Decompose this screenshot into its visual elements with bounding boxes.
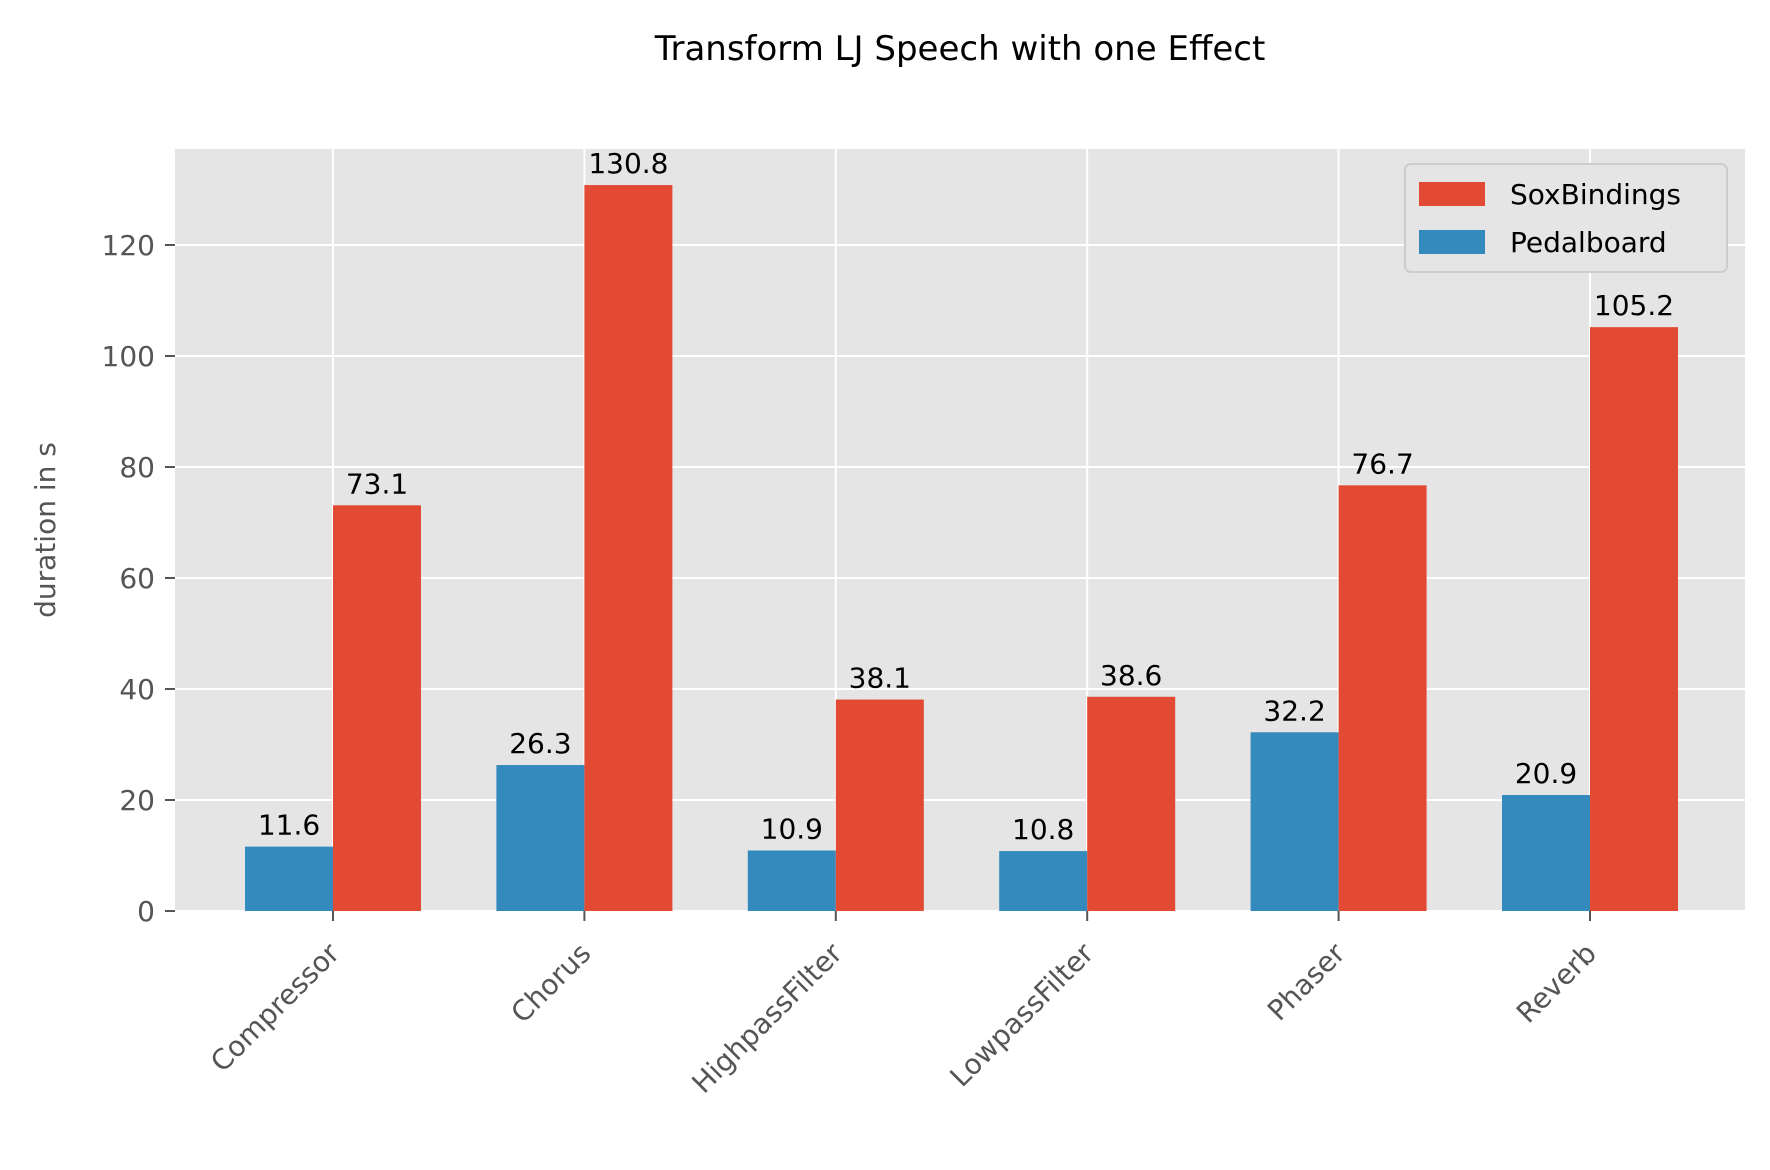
- y-tick-label: 100: [102, 340, 155, 373]
- y-tick-label: 120: [102, 229, 155, 262]
- data-label-pedalboard-highpassfilter: 10.9: [761, 813, 823, 846]
- bars: [245, 185, 1678, 912]
- legend-box: [1404, 163, 1728, 273]
- bar-pedalboard-chorus[interactable]: [496, 765, 585, 911]
- bar-pedalboard-reverb[interactable]: [1502, 795, 1590, 911]
- legend-swatch-pedalboard: [1419, 230, 1485, 254]
- y-tick-label: 20: [119, 784, 155, 817]
- legend-swatch-soxbindings: [1419, 182, 1485, 206]
- data-label-pedalboard-lowpassfilter: 10.8: [1012, 813, 1074, 846]
- bar-pedalboard-compressor[interactable]: [245, 846, 333, 911]
- x-axis: Compressor Chorus HighpassFilter LowpassFil…: [204, 911, 1603, 1100]
- data-label-soxbindings-chorus: 130.8: [588, 147, 668, 180]
- x-tick-label-highpassfilter: HighpassFilter: [686, 936, 850, 1100]
- y-axis-label: duration in s: [29, 442, 62, 618]
- y-axis: 0 20 40 60 80 100 120: [102, 229, 175, 928]
- bar-soxbindings-highpassfilter[interactable]: [835, 699, 924, 911]
- y-tick-label: 0: [137, 895, 155, 928]
- data-label-pedalboard-chorus: 26.3: [509, 727, 571, 760]
- x-tick-label-lowpassfilter: LowpassFilter: [943, 936, 1100, 1093]
- y-tick-label: 40: [119, 673, 155, 706]
- y-tick-label: 60: [119, 562, 155, 595]
- x-tick-label-phaser: Phaser: [1261, 936, 1352, 1027]
- chart-title: Transform LJ Speech with one Effect: [654, 29, 1266, 69]
- bar-soxbindings-lowpassfilter[interactable]: [1087, 696, 1176, 911]
- data-label-soxbindings-reverb: 105.2: [1594, 289, 1674, 322]
- bar-soxbindings-chorus[interactable]: [584, 185, 673, 912]
- x-tick-label-chorus: Chorus: [505, 937, 598, 1030]
- data-labels: 11.6 26.3 10.9 10.8 32.2 20.9 73.1 130.8 38.1 38.…: [258, 147, 1674, 846]
- bar-soxbindings-compressor[interactable]: [333, 505, 421, 911]
- data-label-pedalboard-reverb: 20.9: [1515, 757, 1577, 790]
- legend-label-pedalboard: Pedalboard: [1510, 226, 1667, 259]
- bar-pedalboard-highpassfilter[interactable]: [747, 850, 836, 911]
- bar-soxbindings-phaser[interactable]: [1338, 485, 1427, 911]
- x-tick-label-reverb: Reverb: [1510, 937, 1603, 1030]
- data-label-soxbindings-phaser: 76.7: [1351, 447, 1413, 480]
- legend[interactable]: SoxBindings Pedalboard: [1404, 163, 1728, 273]
- bar-pedalboard-phaser[interactable]: [1250, 732, 1339, 911]
- legend-label-soxbindings: SoxBindings: [1510, 178, 1681, 211]
- bar-soxbindings-reverb[interactable]: [1590, 327, 1678, 911]
- data-label-pedalboard-phaser: 32.2: [1263, 694, 1325, 727]
- data-label-soxbindings-highpassfilter: 38.1: [849, 662, 911, 695]
- bar-pedalboard-lowpassfilter[interactable]: [999, 851, 1088, 911]
- data-label-soxbindings-lowpassfilter: 38.6: [1100, 659, 1162, 692]
- data-label-soxbindings-compressor: 73.1: [346, 467, 408, 500]
- data-label-pedalboard-compressor: 11.6: [258, 809, 320, 842]
- plot-area: [175, 149, 1745, 911]
- x-tick-label-compressor: Compressor: [204, 936, 346, 1078]
- y-tick-label: 80: [119, 451, 155, 484]
